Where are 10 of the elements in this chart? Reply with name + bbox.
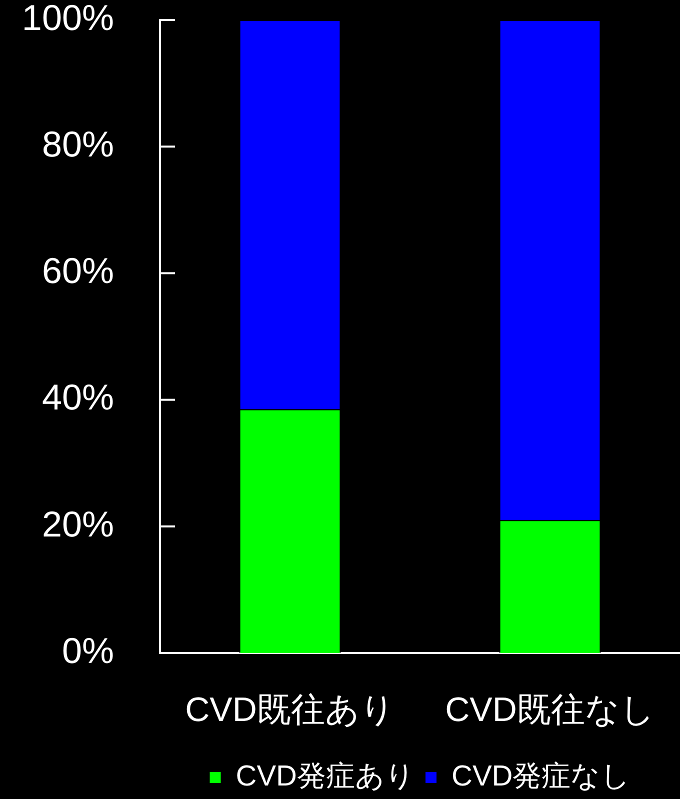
y-tick-label: 100%: [22, 0, 114, 38]
y-tick-label: 40%: [42, 376, 114, 418]
y-tick-label: 80%: [42, 124, 114, 165]
x-tick-label: CVD既往あり: [185, 690, 395, 729]
y-tick-label: 60%: [42, 250, 114, 292]
y-tick-label: 0%: [62, 630, 114, 671]
legend-label: CVD発症あり: [236, 760, 416, 792]
legend-label: CVD発症なし: [452, 760, 631, 792]
x-tick-label: CVD既往なし: [445, 690, 655, 729]
y-tick-label: 20%: [42, 503, 114, 544]
